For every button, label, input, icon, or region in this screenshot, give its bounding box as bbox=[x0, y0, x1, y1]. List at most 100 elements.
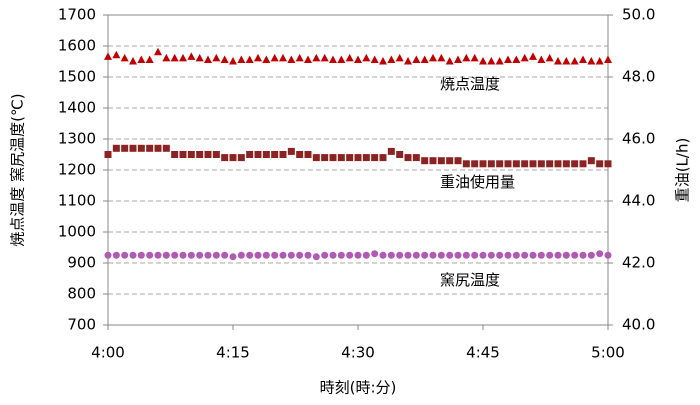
triangle-marker bbox=[595, 57, 604, 65]
circle-marker bbox=[579, 251, 587, 259]
square-marker bbox=[604, 160, 612, 168]
triangle-marker bbox=[312, 53, 321, 62]
square-marker bbox=[296, 151, 304, 158]
square-marker bbox=[321, 154, 329, 162]
triangle-marker bbox=[204, 55, 212, 63]
triangle-marker bbox=[404, 57, 412, 65]
square-marker bbox=[504, 160, 512, 168]
circle-marker bbox=[279, 251, 287, 259]
square-marker bbox=[196, 151, 204, 158]
square-marker bbox=[354, 154, 362, 162]
square-marker bbox=[587, 157, 595, 165]
x-tick-label: 4:15 bbox=[216, 344, 250, 362]
circle-marker bbox=[112, 251, 120, 259]
triangle-marker bbox=[170, 53, 179, 62]
square-marker bbox=[379, 154, 387, 162]
x-tick-label: 4:00 bbox=[91, 344, 125, 362]
circle-marker bbox=[354, 251, 362, 259]
triangle-marker bbox=[437, 53, 446, 62]
circle-marker bbox=[146, 251, 154, 259]
triangle-marker bbox=[470, 53, 479, 62]
circle-marker bbox=[329, 251, 337, 259]
triangle-marker bbox=[429, 53, 437, 62]
triangle-marker bbox=[504, 55, 512, 63]
triangle-marker bbox=[320, 53, 329, 62]
square-marker bbox=[212, 151, 220, 158]
plot-frame bbox=[107, 14, 609, 326]
square-marker bbox=[529, 160, 537, 168]
circle-marker bbox=[346, 251, 354, 259]
triangle-marker bbox=[329, 55, 337, 63]
triangle-marker bbox=[262, 55, 271, 63]
triangle-marker bbox=[345, 53, 354, 62]
square-marker bbox=[162, 144, 170, 152]
triangle-marker bbox=[462, 53, 471, 62]
y-tick-label: 700 bbox=[67, 316, 96, 334]
triangle-marker bbox=[120, 53, 129, 62]
circle-marker bbox=[171, 251, 179, 259]
circle-marker bbox=[379, 251, 387, 259]
square-marker bbox=[479, 160, 487, 168]
circle-marker bbox=[421, 251, 429, 259]
circle-marker bbox=[371, 250, 379, 258]
square-marker bbox=[487, 160, 495, 168]
triangle-marker bbox=[187, 52, 196, 60]
circle-marker bbox=[529, 251, 537, 259]
circle-marker bbox=[471, 251, 479, 259]
triangle-marker bbox=[562, 57, 571, 65]
circle-marker bbox=[129, 251, 137, 259]
circle-marker bbox=[321, 251, 329, 259]
x-tick-label: 4:45 bbox=[466, 344, 500, 362]
y2-tick-label: 42.0 bbox=[622, 254, 655, 272]
y2-tick-label: 46.0 bbox=[622, 130, 655, 148]
square-marker bbox=[171, 151, 179, 158]
triangle-marker bbox=[529, 52, 537, 60]
circle-marker bbox=[104, 251, 112, 259]
circle-marker bbox=[271, 251, 279, 259]
triangle-marker bbox=[112, 50, 121, 59]
square-marker bbox=[254, 151, 262, 158]
square-marker bbox=[287, 147, 295, 155]
triangle-marker bbox=[104, 52, 112, 60]
square-marker bbox=[204, 151, 212, 158]
square-marker bbox=[496, 160, 504, 168]
triangle-marker bbox=[479, 57, 487, 65]
triangle-marker bbox=[295, 53, 304, 62]
circle-marker bbox=[404, 251, 412, 259]
circle-marker bbox=[512, 251, 520, 259]
y-axis-label: 焼点温度 窯尻温度(℃) bbox=[9, 93, 27, 246]
square-marker bbox=[462, 160, 470, 168]
x-tick-label: 5:00 bbox=[591, 344, 625, 362]
circle-marker bbox=[312, 253, 320, 261]
triangle-marker bbox=[537, 55, 546, 63]
triangle-marker bbox=[495, 57, 504, 65]
circle-marker bbox=[229, 253, 237, 261]
square-marker bbox=[421, 157, 429, 165]
circle-marker bbox=[396, 251, 404, 259]
square-marker bbox=[312, 154, 320, 162]
triangle-marker bbox=[195, 53, 204, 62]
y2-axis-label: 重油(L/h) bbox=[674, 138, 692, 203]
circle-marker bbox=[362, 251, 370, 259]
square-marker bbox=[246, 151, 254, 158]
square-marker bbox=[562, 160, 570, 168]
square-marker bbox=[396, 151, 404, 158]
circle-marker bbox=[246, 251, 254, 259]
square-marker bbox=[329, 154, 337, 162]
triangle-marker bbox=[420, 55, 429, 63]
triangle-marker bbox=[179, 53, 187, 62]
square-marker bbox=[537, 160, 545, 168]
circle-marker bbox=[604, 251, 612, 259]
square-marker bbox=[146, 144, 154, 152]
square-marker bbox=[571, 160, 579, 168]
square-marker bbox=[129, 144, 137, 152]
triangle-marker bbox=[412, 55, 421, 63]
square-marker bbox=[371, 154, 379, 162]
triangle-marker bbox=[487, 57, 496, 65]
circle-marker bbox=[262, 251, 270, 259]
x-tick-label: 4:30 bbox=[341, 344, 375, 362]
square-marker bbox=[121, 144, 129, 152]
square-marker bbox=[437, 157, 445, 165]
y2-tick-label: 44.0 bbox=[622, 192, 655, 210]
triangle-marker bbox=[220, 55, 229, 63]
